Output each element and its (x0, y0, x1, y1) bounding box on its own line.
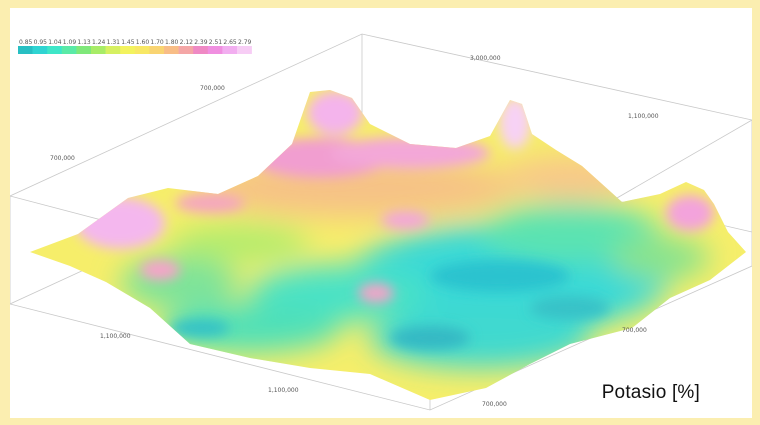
colorbar-swatch (18, 46, 33, 54)
colorbar-swatch (105, 46, 121, 54)
colorbar-label: 1.60 (136, 39, 150, 46)
colorbar-label: 2.65 (223, 39, 237, 46)
colorbar-label: 1.70 (150, 39, 164, 46)
colorbar-swatch (237, 46, 252, 54)
colorbar-swatch (32, 46, 48, 54)
axis-tick-label: 3,000,000 (470, 55, 501, 62)
colorbar-swatch (222, 46, 238, 54)
colorbar-label: 1.04 (48, 39, 62, 46)
axis-tick-label: 1,100,000 (100, 333, 131, 340)
colorbar-label: 1.24 (92, 39, 106, 46)
colorbar-swatch (193, 46, 209, 54)
colorbar-swatch (149, 46, 165, 54)
colorbar-swatch (120, 46, 136, 54)
axis-tick-label: 700,000 (200, 85, 225, 92)
axis-tick-label: 700,000 (482, 401, 507, 408)
colorbar-swatch (76, 46, 92, 54)
colorbar-label: 2.79 (238, 39, 252, 46)
colorbar-label: 0.85 (19, 39, 33, 46)
axis-tick-label: 700,000 (50, 155, 75, 162)
colorbar-swatch (61, 46, 77, 54)
colorbar: 0.85 0.95 1.04 1.09 1.13 1.24 1.31 1.45 1.60 1.70… (18, 39, 252, 54)
axis-tick-label: 1,100,000 (268, 387, 299, 394)
surface-plot: 0.85 0.95 1.04 1.09 1.13 1.24 1.31 1.45 1.60 1.70… (10, 33, 752, 411)
colorbar-swatch (207, 46, 223, 54)
axis-tick-label: 1,100,000 (628, 113, 659, 120)
colorbar-swatch (47, 46, 63, 54)
colorbar-label: 1.45 (121, 39, 135, 46)
colorbar-label: 1.80 (165, 39, 179, 46)
colorbar-swatch (178, 46, 194, 54)
colorbar-label: 1.31 (107, 39, 121, 46)
colorbar-swatch (164, 46, 179, 54)
colorbar-label: 1.09 (63, 39, 77, 46)
axis-tick-label: 700,000 (622, 327, 647, 334)
colorbar-label: 2.12 (180, 39, 194, 46)
axis-tick-labels: 3,000,000 700,000 1,100,000 700,000 1,100,00… (50, 55, 659, 408)
colorbar-label: 1.13 (77, 39, 91, 46)
colorbar-label: 0.95 (34, 39, 48, 46)
colorbar-label: 2.51 (209, 39, 223, 46)
colorbar-swatch (91, 46, 106, 54)
plot-panel: 0.85 0.95 1.04 1.09 1.13 1.24 1.31 1.45 1.60 1.70… (10, 8, 752, 418)
chart-title: Potasio [%] (601, 382, 700, 403)
colorbar-label: 2.39 (194, 39, 208, 46)
colorbar-swatch (134, 46, 150, 54)
surface (30, 90, 746, 400)
